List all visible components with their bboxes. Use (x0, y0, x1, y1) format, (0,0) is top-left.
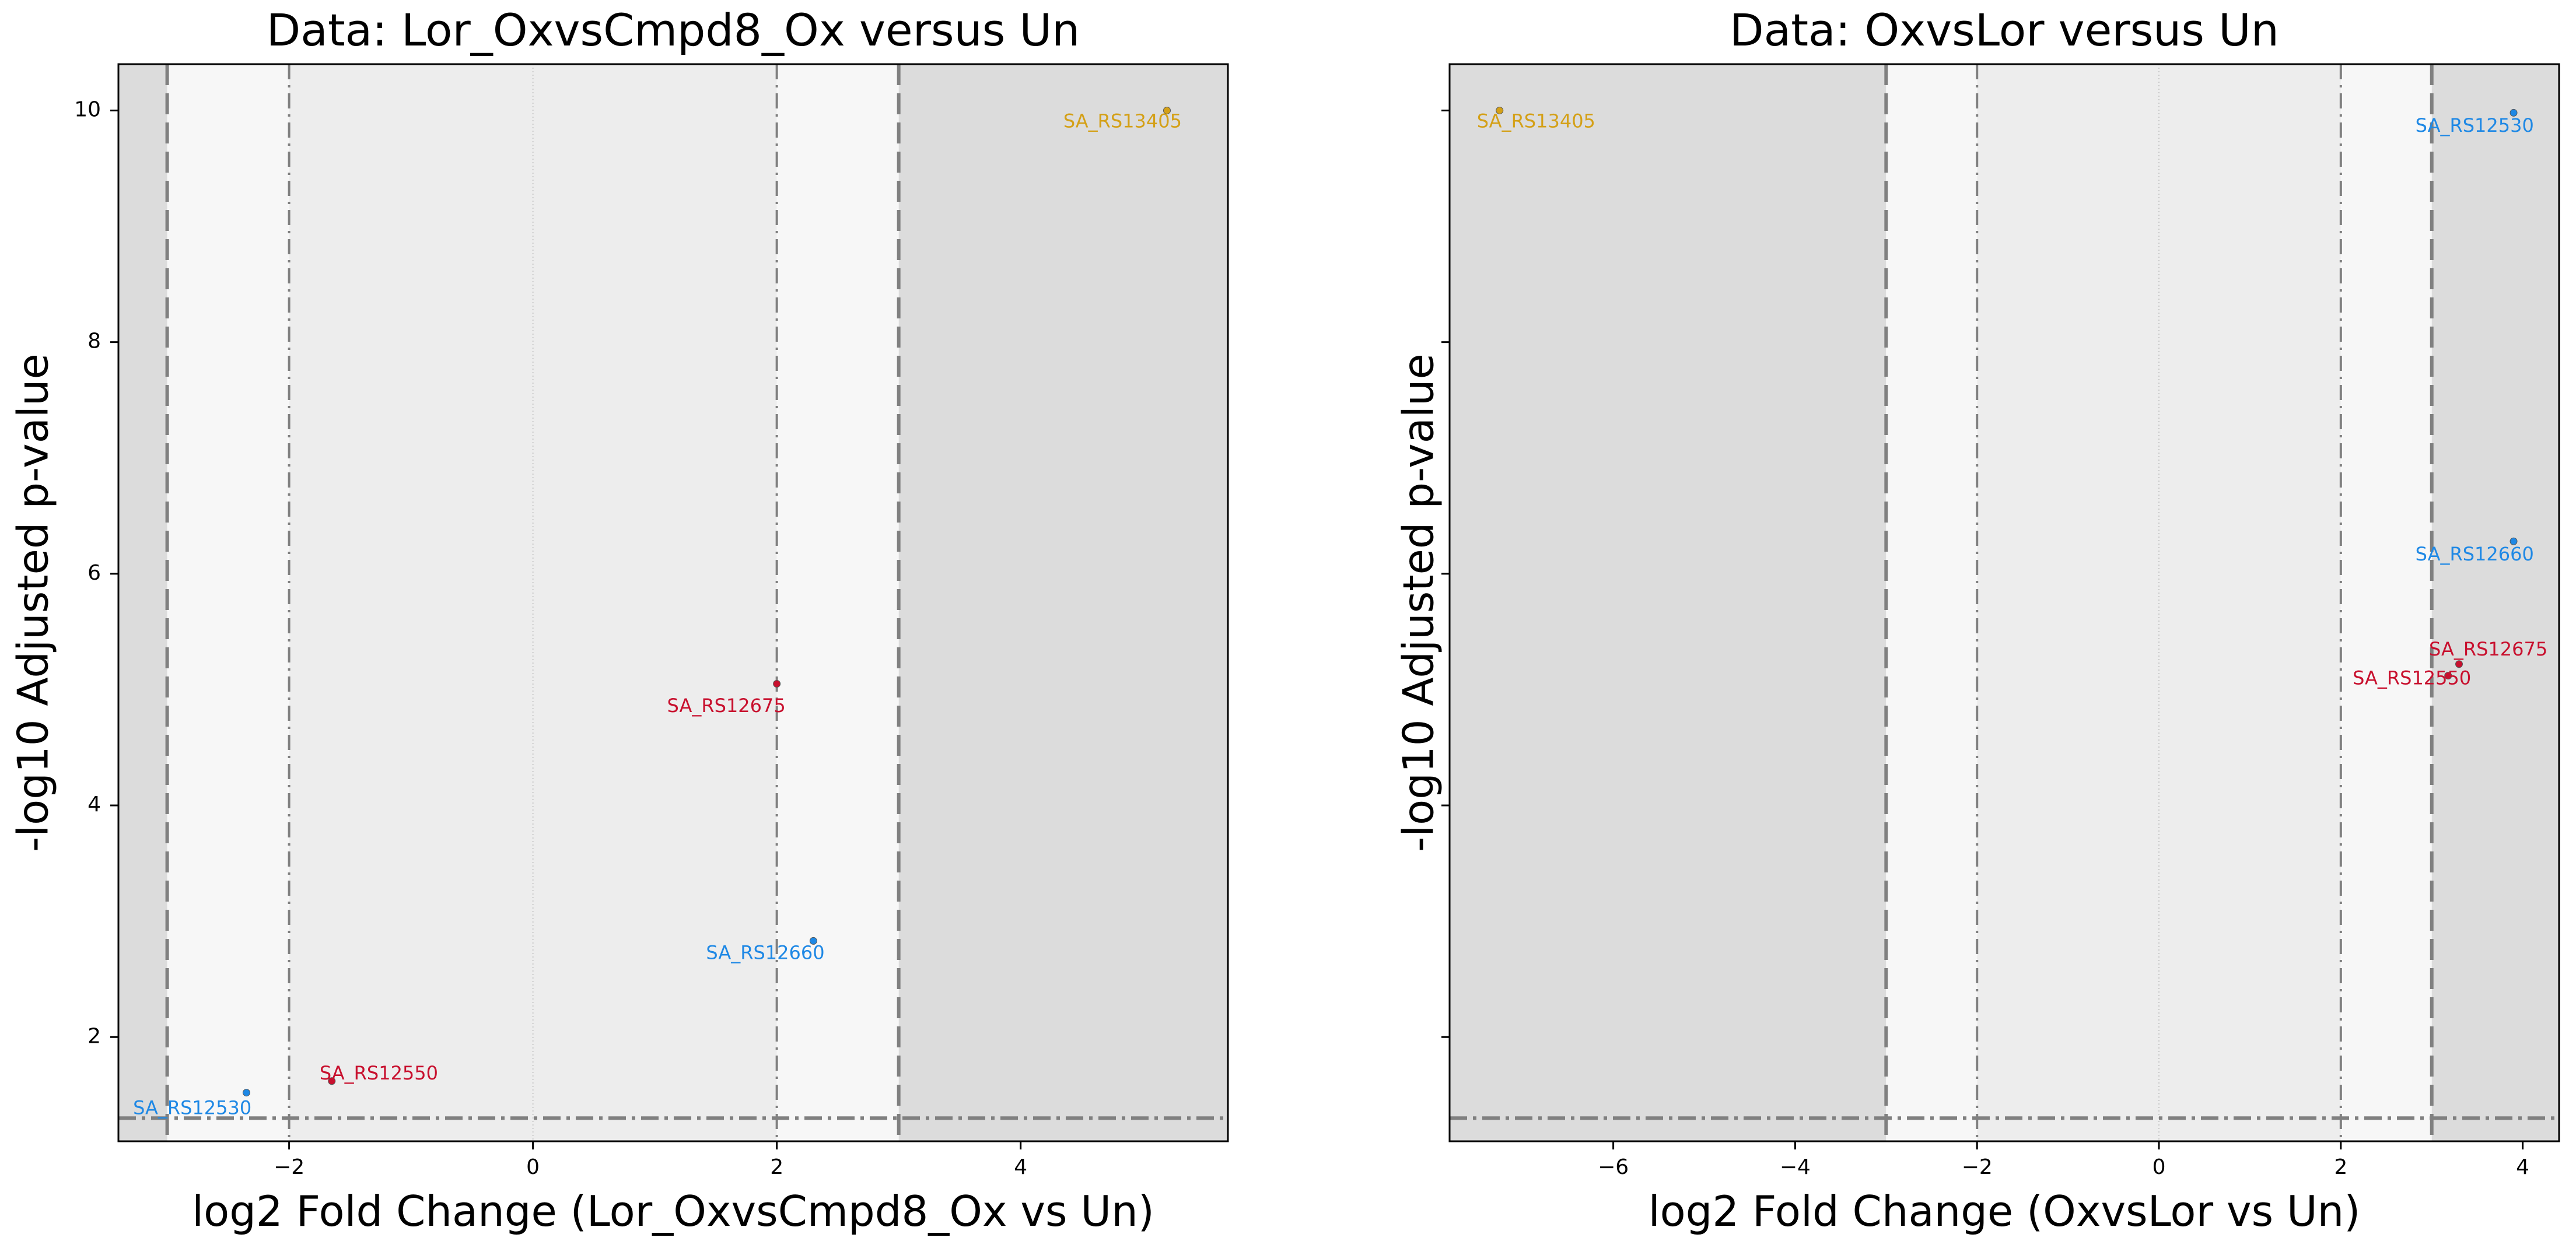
y-tick-label: 6 (88, 561, 101, 585)
point-label: SA_RS12675 (2429, 638, 2547, 660)
y-tick-label: 2 (88, 1024, 101, 1048)
x-tick-label: 4 (2516, 1155, 2529, 1179)
data-point-sa-rs12675 (2455, 660, 2463, 668)
point-label: SA_RS12550 (320, 1062, 438, 1084)
x-tick-label: −2 (1962, 1155, 1993, 1179)
data-point-sa-rs12660 (809, 937, 817, 945)
data-point-sa-rs12550 (328, 1077, 336, 1085)
y-tick-label: 10 (74, 97, 101, 121)
point-label: SA_RS12660 (706, 941, 824, 963)
x-tick-label: −6 (1598, 1155, 1629, 1179)
point-label: SA_RS13405 (1477, 110, 1595, 132)
point-label: SA_RS12530 (133, 1096, 251, 1119)
y-axis-label: -log10 Adjusted p-value (1394, 353, 1443, 852)
data-point-sa-rs12530 (242, 1089, 250, 1097)
region-mid-left (167, 64, 289, 1141)
region-mid-right (776, 64, 899, 1141)
point-label: SA_RS12660 (2416, 543, 2534, 565)
volcano-plot-left: SA_RS13405 SA_RS12675 SA_RS12660 SA_RS12550… (9, 4, 1229, 1236)
x-axis-label: log2 Fold Change (OxvsLor vs Un) (1648, 1187, 2361, 1236)
x-tick-label: 0 (2152, 1155, 2166, 1179)
x-tick-label: 4 (1014, 1155, 1027, 1179)
plot-area: SA_RS13405 SA_RS12530 SA_RS12660 SA_RS12675… (1450, 64, 2559, 1141)
x-tick-label: 2 (770, 1155, 783, 1179)
volcano-plot-right: SA_RS13405 SA_RS12530 SA_RS12660 SA_RS12675… (1394, 4, 2560, 1236)
region-outer-right (898, 64, 1228, 1141)
data-point-sa-rs12530 (2510, 108, 2518, 117)
data-point-sa-rs12660 (2510, 537, 2518, 545)
point-label: SA_RS12530 (2416, 114, 2534, 136)
data-point-sa-rs13405 (1163, 106, 1171, 114)
point-label: SA_RS13405 (1063, 110, 1182, 132)
axes-frame (117, 63, 1229, 1142)
region-mid-right (2340, 64, 2432, 1141)
region-outer-left (118, 64, 167, 1141)
chart-title: Data: Lor_OxvsCmpd8_Ox versus Un (267, 4, 1080, 56)
region-mid-left (1886, 64, 1978, 1141)
data-point-sa-rs12675 (773, 680, 781, 688)
x-tick-label: 0 (526, 1155, 540, 1179)
chart-title: Data: OxvsLor versus Un (1730, 4, 2279, 56)
region-outer-left (1450, 64, 1887, 1141)
data-point-sa-rs13405 (1496, 106, 1504, 114)
point-label: SA_RS12550 (2353, 667, 2471, 689)
data-point-sa-rs12550 (2444, 672, 2452, 680)
x-tick-label: −2 (274, 1155, 304, 1179)
x-axis-label: log2 Fold Change (Lor_OxvsCmpd8_Ox vs Un… (192, 1187, 1154, 1236)
y-tick-label: 4 (88, 793, 101, 816)
plot-area: SA_RS13405 SA_RS12675 SA_RS12660 SA_RS12550… (118, 64, 1228, 1141)
axes-frame (1448, 63, 2560, 1142)
y-tick-label: 8 (88, 329, 101, 353)
point-label: SA_RS12675 (667, 695, 786, 717)
x-tick-label: 2 (2334, 1155, 2347, 1179)
x-tick-label: −4 (1780, 1155, 1811, 1179)
y-axis-label: -log10 Adjusted p-value (9, 353, 58, 852)
region-outer-right (2431, 64, 2559, 1141)
